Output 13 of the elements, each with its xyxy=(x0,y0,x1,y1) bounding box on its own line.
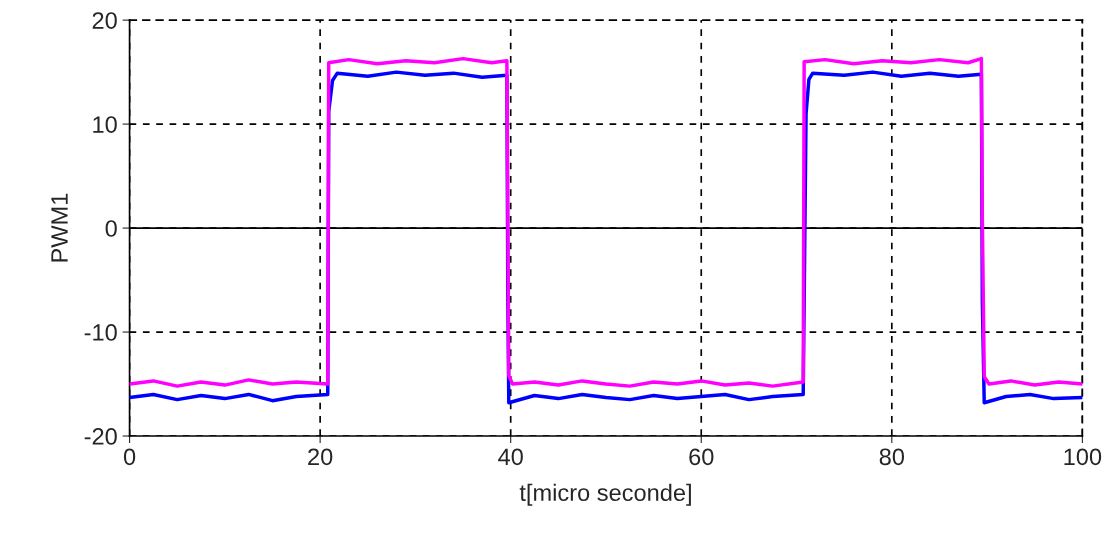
x-tick-label: 20 xyxy=(308,448,333,466)
y-axis-title: PWM1 xyxy=(51,193,68,262)
y-tick-label: -20 xyxy=(84,428,117,445)
y-tick-label: 20 xyxy=(92,12,117,29)
x-tick-label: 40 xyxy=(498,448,523,466)
x-axis-title: t[micro seconde] xyxy=(519,483,691,506)
y-tick-label: 0 xyxy=(105,220,117,237)
y-tick-label: -10 xyxy=(84,324,117,341)
x-tick-label: 100 xyxy=(1064,448,1102,466)
x-tick-label: 0 xyxy=(123,448,136,466)
x-tick-label: 80 xyxy=(879,448,905,466)
x-tick-label: 60 xyxy=(689,448,714,466)
y-tick-label: 10 xyxy=(93,116,117,133)
